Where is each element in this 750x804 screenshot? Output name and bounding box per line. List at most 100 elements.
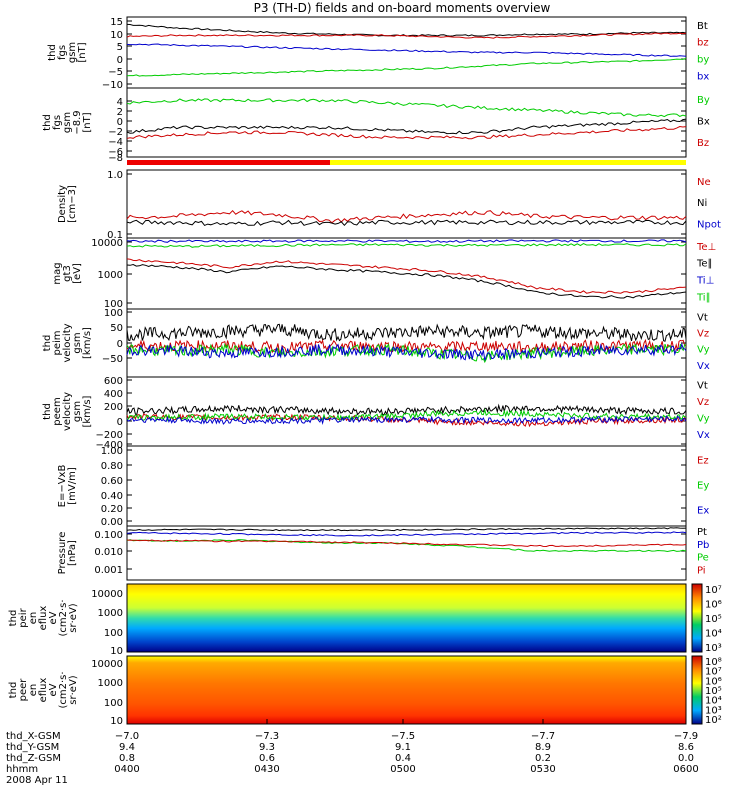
legend-e_field-Ex: Ex xyxy=(697,506,709,517)
colorbar-tick-peir: 10⁵ xyxy=(705,614,722,625)
ytick-label-peim_velocity: 50 xyxy=(110,323,123,334)
footer-row-value: 9.3 xyxy=(259,742,275,753)
ytick-label-pressure: 0.001 xyxy=(94,565,123,576)
legend-fgs-bz: bz xyxy=(697,38,709,49)
ylabel-temperature: [eV] xyxy=(72,263,83,284)
footer-row-value: −7.0 xyxy=(115,731,139,742)
footer-row-value: 9.1 xyxy=(395,742,411,753)
series-pressure-Pe xyxy=(126,539,687,553)
panel-frame-e_field xyxy=(126,445,687,527)
panel-frame-peem_velocity xyxy=(126,376,687,447)
ytick-label-fgs_dsl: 2 xyxy=(117,107,123,118)
legend-peem_velocity-Vt: Vt xyxy=(697,381,708,392)
ylabel-fgs_dsl: gsm xyxy=(62,112,73,133)
legend-peem_velocity-Vy: Vy xyxy=(697,413,710,424)
series-fgs-bx xyxy=(126,43,687,57)
footer-row-value: 0.6 xyxy=(259,753,275,764)
colorbar-tick-peer: 10⁸ xyxy=(705,657,722,668)
ytick-label-fgs: 0 xyxy=(117,55,123,66)
ytick-label-fgs: −10 xyxy=(102,80,123,91)
series-temperature-Ti⊥ xyxy=(126,239,687,243)
legend-fgs-bx: bx xyxy=(697,72,709,83)
footer-row-value: 8.9 xyxy=(535,742,551,753)
ytick-label-peem_velocity: 200 xyxy=(104,402,123,413)
ytick-label-peir: 10 xyxy=(110,646,123,657)
ytick-label-fgs: 15 xyxy=(110,17,123,28)
legend-pressure-Pe: Pe xyxy=(697,553,709,564)
ytick-label-peer: 10 xyxy=(110,716,123,727)
colorbar-tick-peer: 10⁷ xyxy=(705,667,722,678)
ylabel-pressure: Pressure xyxy=(57,532,68,575)
ylabel-peem_velocity: [km/s] xyxy=(82,395,93,427)
ylabel-peir: thd xyxy=(8,610,19,627)
footer-date: 2008 Apr 11 xyxy=(6,775,68,786)
legend-density-Npot: Npot xyxy=(697,219,721,230)
footer-row-label: thd_Z-GSM xyxy=(6,753,61,764)
ytick-label-peer: 100 xyxy=(104,698,123,709)
legend-peim_velocity-Vx: Vx xyxy=(697,361,710,372)
ytick-label-peem_velocity: 0 xyxy=(117,417,123,428)
ylabel-peem_velocity: thd xyxy=(42,403,53,420)
ylabel-peim_velocity: [km/s] xyxy=(82,327,93,359)
series-pressure-Pi xyxy=(126,539,687,548)
ylabel-peer: (cm2·s· xyxy=(58,671,69,708)
colorbar-tick-peir: 10⁷ xyxy=(705,585,722,596)
series-peim_velocity-Vt xyxy=(126,323,687,342)
footer-row-value: −7.7 xyxy=(531,731,555,742)
legend-e_field-Ez: Ez xyxy=(697,456,709,467)
footer-row-value: 8.6 xyxy=(678,742,694,753)
series-fgs-bz xyxy=(126,32,687,39)
ylabel-peer: eflux xyxy=(38,678,49,703)
ylabel-peir: eflux xyxy=(38,606,49,631)
ylabel-peim_velocity: thd xyxy=(42,335,53,352)
legend-peem_velocity-Vz: Vz xyxy=(697,397,709,408)
ytick-label-peir: 10000 xyxy=(91,589,123,600)
ytick-label-peer: 10000 xyxy=(91,659,123,670)
legend-fgs-by: by xyxy=(697,55,709,66)
ylabel-peem_velocity: peem xyxy=(52,397,63,425)
ylabel-e_field: E=−VxB xyxy=(57,465,68,508)
ylabel-e_field: [mV/m] xyxy=(67,467,78,505)
series-peim_velocity-Vy xyxy=(126,342,687,364)
ytick-label-e_field: 0.80 xyxy=(101,461,123,472)
colorbar-tick-peer: 10⁶ xyxy=(705,676,722,687)
footer-row-label: thd_X-GSM xyxy=(6,731,61,742)
ytick-label-e_field: 0.40 xyxy=(101,491,123,502)
legend-density-Ne: Ne xyxy=(697,177,711,188)
legend-pressure-Pi: Pi xyxy=(697,566,706,577)
ytick-label-e_field: 0.00 xyxy=(101,517,123,528)
series-pressure-Pt xyxy=(126,527,687,532)
colorbar-tick-peir: 10⁶ xyxy=(705,600,722,611)
ytick-label-peer: 1000 xyxy=(98,678,123,689)
ylabel-peer: thd xyxy=(8,682,19,699)
legend-peim_velocity-Vt: Vt xyxy=(697,312,708,323)
series-fgs_dsl-Bx xyxy=(126,118,687,135)
ylabel-peer: sr·eV) xyxy=(68,675,79,704)
ytick-label-temperature: 100 xyxy=(104,299,123,310)
series-density-Ne xyxy=(126,209,687,224)
colorbar-peer xyxy=(691,655,703,725)
ylabel-temperature: mag xyxy=(52,262,63,284)
legend-peim_velocity-Vz: Vz xyxy=(697,329,709,340)
legend-pressure-Pb: Pb xyxy=(697,540,709,551)
series-fgs-by xyxy=(126,57,687,77)
ytick-label-fgs: 5 xyxy=(117,42,123,53)
ytick-label-fgs_dsl: 4 xyxy=(117,97,123,108)
ylabel-fgs_dsl: fgs xyxy=(52,115,63,130)
series-peem_velocity-Vx xyxy=(126,415,687,426)
footer-row-value: −7.9 xyxy=(674,731,698,742)
ylabel-peim_velocity: gsm xyxy=(72,332,83,353)
footer-row-value: 0430 xyxy=(254,764,279,775)
colorbar-tick-peir: 10³ xyxy=(705,643,722,654)
ylabel-pressure: [nPa] xyxy=(67,540,78,566)
mode-bar-yellow xyxy=(330,160,686,165)
ylabel-fgs_dsl: [nT] xyxy=(82,112,93,132)
series-density-Ni xyxy=(126,219,687,227)
series-peem_velocity-Vt xyxy=(126,403,687,416)
footer-row-value: −7.5 xyxy=(391,731,415,742)
footer-row-value: 0500 xyxy=(390,764,415,775)
ytick-label-peem_velocity: −200 xyxy=(96,430,123,441)
ylabel-density: Density xyxy=(57,185,68,223)
mode-bar-red xyxy=(127,160,330,165)
